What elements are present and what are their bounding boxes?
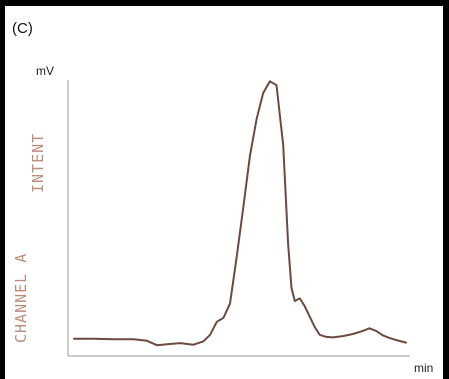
y-axis-label: mV — [36, 64, 54, 78]
frame-right-bar — [443, 0, 449, 379]
chromatogram-trace — [73, 80, 407, 347]
frame-left-bar — [0, 0, 5, 379]
frame-top-bar — [0, 0, 449, 6]
x-axis-label: min — [414, 361, 434, 375]
panel-label: (C) — [12, 20, 33, 37]
